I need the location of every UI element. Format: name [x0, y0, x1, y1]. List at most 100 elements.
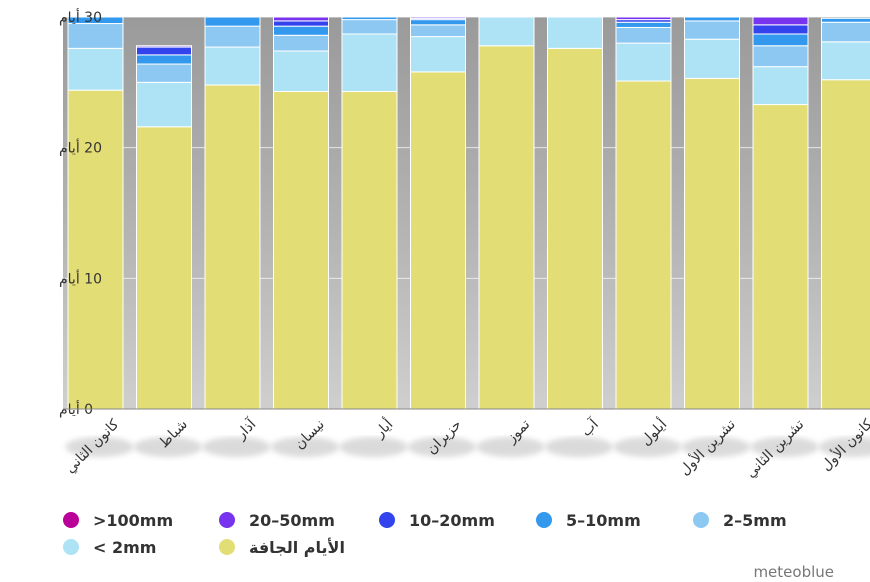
bar-segment-6-s6: [410, 16, 466, 19]
bar-segment-12-s2: [821, 41, 870, 81]
bar-segment-4-s1: [273, 90, 329, 410]
bar-segment-11-s6: [752, 16, 809, 26]
legend-item-6: < 2mm: [63, 538, 156, 557]
y-tick-label-1: 10 أيام: [59, 269, 102, 287]
legend-item-7: الأيام الجافة: [219, 538, 345, 557]
legend-label-6: < 2mm: [93, 538, 156, 557]
bar-segment-10-s3: [684, 20, 740, 40]
bar-column-10: [684, 16, 740, 410]
bar-segment-2-s4: [136, 54, 192, 65]
x-tick-shadow-8: [545, 437, 613, 457]
bar-column-7: [478, 16, 535, 410]
bar-segment-11-s4: [752, 33, 809, 47]
bar-segment-5-s2: [341, 33, 398, 92]
bar-column-6: [410, 16, 466, 410]
legend-swatch-6: [63, 539, 79, 555]
bar-segment-7-s1: [478, 45, 535, 410]
bar-segment-1-s4: [67, 16, 124, 25]
legend-label-3: 10–20mm: [409, 511, 495, 530]
bar-segment-10-s4: [684, 16, 740, 22]
bar-column-9: [615, 16, 672, 410]
bar-segment-10-s1: [684, 77, 740, 410]
bar-column-2: [136, 45, 192, 410]
bar-segment-4-s3: [273, 34, 329, 52]
bar-segment-3-s1: [204, 84, 261, 410]
bar-segment-9-s6: [615, 16, 672, 21]
legend-swatch-4: [536, 512, 552, 528]
bar-column-1: [67, 16, 124, 410]
x-tick-shadow-1: [65, 437, 134, 457]
bar-column-11: [752, 16, 809, 410]
x-tick-shadow-2: [134, 437, 202, 457]
legend-item-4: 5–10mm: [536, 511, 641, 530]
bar-segment-1-s1: [67, 89, 124, 410]
x-tick-shadow-4: [271, 437, 339, 457]
bar-segment-6-s2: [410, 36, 466, 73]
bars: [67, 16, 870, 410]
legend-swatch-7: [219, 539, 235, 555]
bar-segment-4-s5: [273, 20, 329, 27]
bar-segment-2-s5: [136, 46, 192, 56]
bar-segment-9-s3: [615, 26, 672, 44]
bar-segment-11-s5: [752, 24, 809, 35]
legend-item-1: >100mm: [63, 511, 173, 530]
bar-segment-4-s4: [273, 25, 329, 36]
x-tick-shadow-7: [476, 437, 545, 457]
x-tick-label-8: آب: [578, 415, 603, 440]
bar-segment-6-s3: [410, 24, 466, 38]
x-axis: كانون الثاني شباط آذار نيسان أيار حزيران تموز آ…: [62, 415, 870, 481]
bar-segment-8-s1: [547, 47, 603, 410]
bar-segment-3-s3: [204, 25, 261, 48]
bar-segment-5-s4: [341, 16, 398, 21]
bar-segment-11-s3: [752, 45, 809, 68]
bar-segment-9-s4: [615, 21, 672, 28]
legend-swatch-1: [63, 512, 79, 528]
bar-column-4: [273, 16, 329, 410]
legend: >100mm 20–50mm 10–20mm 5–10mm 2–5mm < 2mm الأي…: [63, 511, 787, 557]
bar-segment-5-s3: [341, 19, 398, 35]
x-tick-shadow-6: [408, 437, 476, 457]
bar-segment-4-s2: [273, 50, 329, 92]
bar-column-3: [204, 16, 261, 410]
bar-segment-9-s1: [615, 80, 672, 410]
bar-segment-1-s2: [67, 47, 124, 91]
credit-label: meteoblue: [753, 563, 834, 581]
bar-segment-3-s2: [204, 46, 261, 86]
bar-segment-2-s3: [136, 63, 192, 83]
bar-segment-4-s6: [273, 16, 329, 22]
legend-label-2: 20–50mm: [249, 511, 335, 530]
bar-column-8: [547, 16, 603, 410]
x-tick-shadow-5: [339, 437, 408, 457]
y-tick-label-3: 30 أيام: [59, 8, 102, 26]
bar-segment-12-s3: [821, 21, 870, 43]
bar-segment-12-s4: [821, 17, 870, 23]
bar-segment-11-s2: [752, 66, 809, 106]
bar-segment-11-s1: [752, 104, 809, 410]
legend-label-7: الأيام الجافة: [249, 538, 345, 557]
legend-item-3: 10–20mm: [379, 511, 495, 530]
legend-swatch-2: [219, 512, 235, 528]
bar-column-12: [821, 17, 870, 410]
bar-column-5: [341, 16, 398, 410]
legend-label-4: 5–10mm: [566, 511, 641, 530]
legend-swatch-3: [379, 512, 395, 528]
bar-segment-12-s1: [821, 79, 870, 410]
legend-label-1: >100mm: [93, 511, 173, 530]
bar-segment-6-s1: [410, 71, 466, 410]
bar-segment-2-s2: [136, 81, 192, 128]
bar-segment-7-s2: [478, 16, 535, 47]
x-tick-shadow-12: [819, 437, 870, 457]
x-tick-shadow-10: [682, 437, 750, 457]
bar-segment-6-s4: [410, 19, 466, 26]
bar-segment-9-s2: [615, 42, 672, 82]
x-tick-shadow-9: [613, 437, 682, 457]
legend-item-2: 20–50mm: [219, 511, 335, 530]
y-tick-label-2: 20 أيام: [59, 139, 102, 157]
legend-label-5: 2–5mm: [723, 511, 787, 530]
bar-segment-3-s4: [204, 16, 261, 27]
bar-segment-2-s1: [136, 126, 192, 410]
bar-segment-10-s2: [684, 38, 740, 79]
